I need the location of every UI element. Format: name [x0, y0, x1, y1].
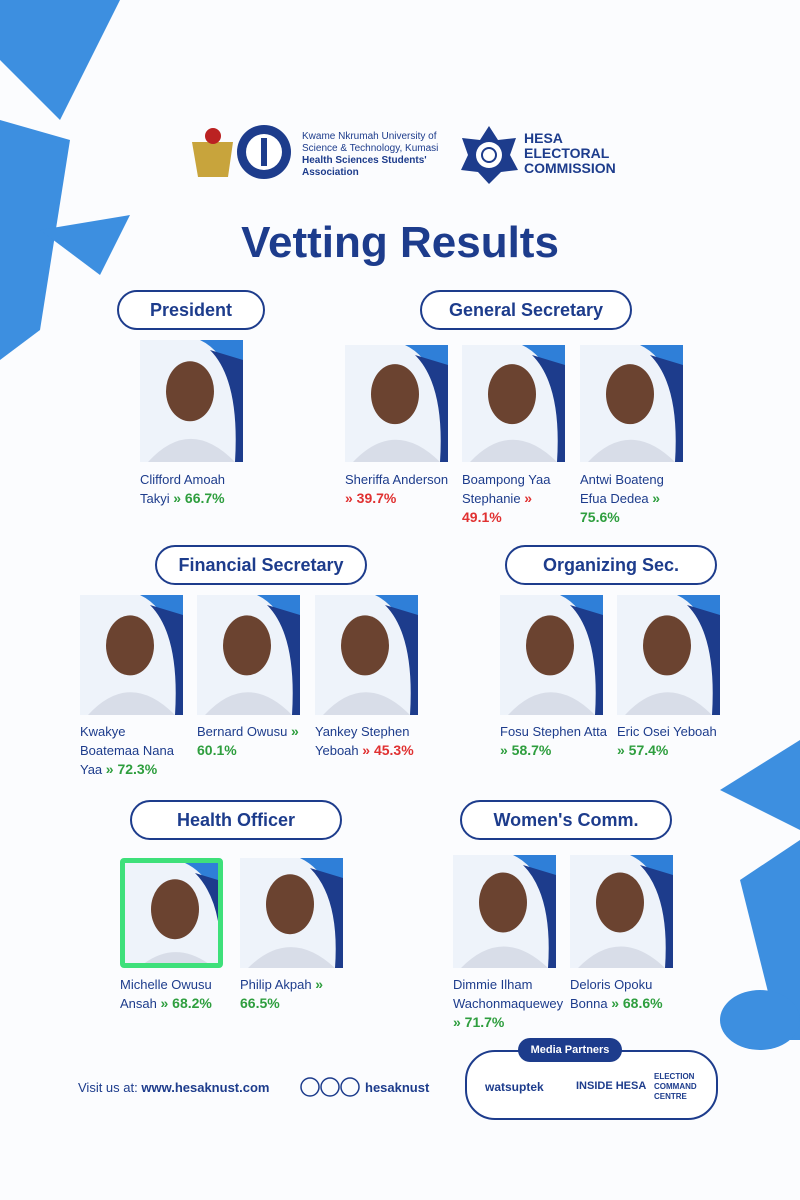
- social-icons: [300, 1077, 360, 1097]
- section-title: Organizing Sec.: [505, 545, 717, 585]
- title: Vetting Results: [241, 218, 559, 267]
- portrait: [148, 340, 243, 462]
- university: Kwame Nkrumah University of Science & Te…: [302, 131, 452, 179]
- candidate-name: Eric Osei Yeboah: [617, 724, 717, 739]
- section-title: Financial Secretary: [155, 545, 367, 585]
- candidate: Kwakye Boatemaa Nana Yaa » 72.3%: [80, 722, 188, 779]
- candidate: Yankey Stephen Yeboah » 45.3%: [315, 722, 423, 760]
- candidate-result: » 57.4%: [617, 742, 669, 758]
- portrait: [588, 345, 683, 462]
- candidate-photo: [197, 595, 300, 715]
- candidate-result: » 68.2%: [160, 995, 212, 1011]
- candidate-photo: [140, 340, 243, 462]
- commission-line: ELECTORAL: [524, 145, 610, 161]
- visit-label: Visit us at:: [78, 1080, 138, 1095]
- candidate-name: Michelle Owusu Ansah: [120, 977, 212, 1011]
- website[interactable]: www.hesaknust.com: [141, 1080, 270, 1095]
- commission-logo: [461, 126, 518, 184]
- candidate-name: Clifford Amoah Takyi: [140, 472, 226, 506]
- portrait: [578, 855, 673, 968]
- candidate: Bernard Owusu » 60.1%: [197, 722, 305, 760]
- section-title: General Secretary: [420, 290, 632, 330]
- candidate-photo: [453, 855, 556, 968]
- candidate-photo: [120, 858, 223, 968]
- candidate: Antwi Boateng Efua Dedea » 75.6%: [580, 470, 688, 527]
- commission-line: HESA: [524, 130, 563, 146]
- candidate-result: » 39.7%: [345, 490, 397, 506]
- portrait: [353, 345, 448, 462]
- partner: INSIDE HESA: [576, 1080, 647, 1092]
- candidate: Michelle Owusu Ansah » 68.2%: [120, 975, 228, 1013]
- section-title: Health Officer: [130, 800, 342, 840]
- portrait: [625, 595, 720, 715]
- partners-label: Media Partners: [518, 1038, 622, 1062]
- partner: watsuptek: [485, 1080, 544, 1094]
- visit: Visit us at: www.hesaknust.com: [78, 1080, 269, 1095]
- candidate: Boampong Yaa Stephanie » 49.1%: [462, 470, 570, 527]
- portrait: [248, 858, 343, 968]
- commission-line: COMMISSION: [524, 160, 616, 176]
- section-title: President: [117, 290, 265, 330]
- candidate-result: » 45.3%: [362, 742, 414, 758]
- candidate-name: Bernard Owusu: [197, 724, 288, 739]
- portrait: [323, 595, 418, 715]
- portrait: [461, 855, 556, 968]
- candidate-name: Kwakye Boatemaa Nana Yaa: [80, 724, 174, 777]
- candidate-photo: [500, 595, 603, 715]
- candidate-result: » 58.7%: [500, 742, 552, 758]
- candidate-name: Antwi Boateng Efua Dedea: [580, 472, 664, 506]
- candidate-photo: [315, 595, 418, 715]
- portrait: [205, 595, 300, 715]
- social-handle[interactable]: hesaknust: [365, 1080, 430, 1095]
- candidate-name: Philip Akpah: [240, 977, 312, 992]
- candidate: Deloris Opoku Bonna » 68.6%: [570, 975, 678, 1013]
- candidate-result: » 66.7%: [173, 490, 225, 506]
- candidate-photo: [570, 855, 673, 968]
- candidate-photo: [462, 345, 565, 462]
- candidate-photo: [80, 595, 183, 715]
- portrait: [508, 595, 603, 715]
- portrait: [88, 595, 183, 715]
- candidate-result: » 72.3%: [105, 761, 158, 777]
- candidate-photo: [580, 345, 683, 462]
- candidate-result: » 71.7%: [453, 1014, 505, 1030]
- candidate-name: Sheriffa Anderson: [345, 472, 449, 487]
- candidate: Fosu Stephen Atta » 58.7%: [500, 722, 608, 760]
- candidate-result: » 49.1%: [462, 490, 532, 525]
- candidate-name: Dimmie Ilham Wachonmaquewey: [453, 977, 564, 1011]
- section-title: Women's Comm.: [460, 800, 672, 840]
- candidate-name: Deloris Opoku Bonna: [570, 977, 653, 1011]
- candidate-name: Yankey Stephen Yeboah: [315, 724, 410, 758]
- candidate: Eric Osei Yeboah » 57.4%: [617, 722, 725, 760]
- association-name: Health Sciences Students' Association: [302, 155, 427, 178]
- portrait: [144, 863, 218, 963]
- candidate-photo: [240, 858, 343, 968]
- candidate: Clifford Amoah Takyi » 66.7%: [140, 470, 248, 508]
- candidate-name: Boampong Yaa Stephanie: [462, 472, 551, 506]
- partner: ELECTION COMMAND CENTRE: [654, 1072, 697, 1101]
- university-name: Kwame Nkrumah University of Science & Te…: [302, 131, 439, 154]
- candidate-name: Fosu Stephen Atta: [500, 724, 607, 739]
- candidate: Sheriffa Anderson » 39.7%: [345, 470, 453, 508]
- candidate-result: » 66.5%: [240, 976, 323, 1011]
- logos: [192, 125, 291, 179]
- candidate-result: » 68.6%: [611, 995, 663, 1011]
- candidate-result: » 60.1%: [197, 723, 299, 758]
- commission-name: HESA ELECTORAL COMMISSION: [524, 131, 616, 176]
- candidate: Philip Akpah » 66.5%: [240, 975, 348, 1013]
- candidate-result: » 75.6%: [580, 490, 661, 525]
- candidate-photo: [345, 345, 448, 462]
- candidate: Dimmie Ilham Wachonmaquewey » 71.7%: [453, 975, 565, 1032]
- candidate-photo: [617, 595, 720, 715]
- portrait: [470, 345, 565, 462]
